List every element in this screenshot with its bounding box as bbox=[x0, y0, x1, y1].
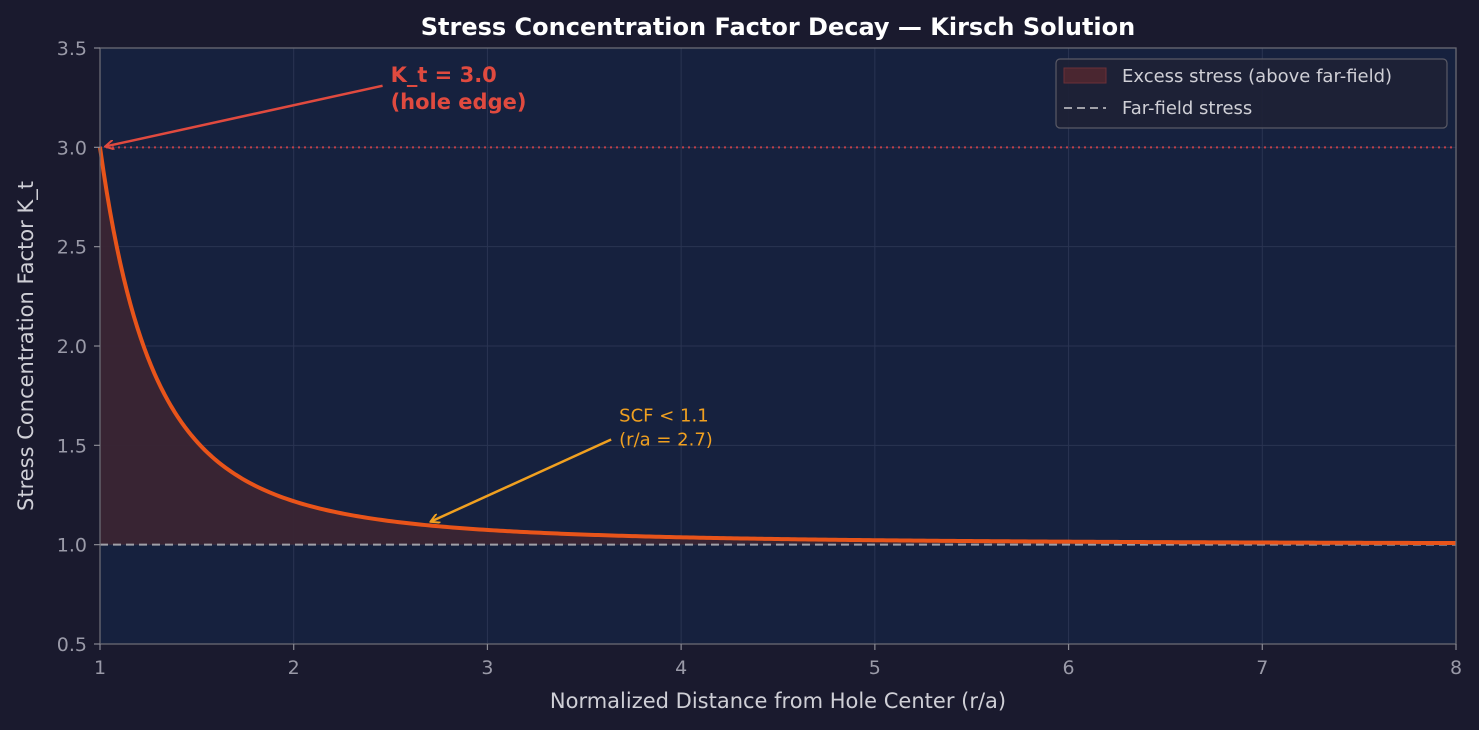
legend-label-far-field: Far-field stress bbox=[1122, 98, 1252, 119]
annotation-kt-text: (hole edge) bbox=[391, 90, 527, 114]
chart-title: Stress Concentration Factor Decay — Kirs… bbox=[421, 13, 1135, 41]
y-tick-label: 1.5 bbox=[57, 435, 87, 457]
legend-box bbox=[1055, 58, 1448, 129]
y-tick-label: 1.0 bbox=[57, 535, 87, 557]
annotations: K_t = 3.0 (hole edge) SCF < 1.1 (r/a = 2.7) bbox=[106, 63, 713, 522]
y-tick-label: 2.5 bbox=[57, 237, 87, 259]
x-tick-label: 7 bbox=[1256, 657, 1268, 679]
x-tick-label: 1 bbox=[94, 657, 106, 679]
y-tick-label: 0.5 bbox=[57, 634, 87, 656]
x-axis-title: Normalized Distance from Hole Center (r/… bbox=[550, 689, 1006, 713]
y-tick-label: 3.5 bbox=[57, 38, 87, 60]
x-tick-label: 5 bbox=[869, 657, 881, 679]
annotation-kt-arrow bbox=[106, 84, 383, 147]
x-tick-label: 4 bbox=[675, 657, 687, 679]
y-tick-label: 2.0 bbox=[57, 336, 87, 358]
axis-ticks: 1 2 3 4 5 6 7 8 0.5 1.0 1.5 2.0 2.5 3.0 3.5 bbox=[57, 38, 1462, 679]
legend: Excess stress (above far-field) Far-fiel… bbox=[1055, 58, 1448, 129]
x-tick-label: 3 bbox=[481, 657, 493, 679]
legend-swatch-excess-fill bbox=[1063, 67, 1107, 84]
annotation-kt-text: K_t = 3.0 bbox=[391, 63, 497, 87]
annotation-scf-arrow bbox=[431, 438, 612, 521]
annotation-scf-text: SCF < 1.1 bbox=[619, 405, 709, 426]
y-tick-label: 3.0 bbox=[57, 137, 87, 159]
x-tick-label: 2 bbox=[288, 657, 300, 679]
excess-stress-fill bbox=[100, 147, 1456, 545]
scf-curve-line bbox=[98, 147, 1457, 546]
x-tick-label: 8 bbox=[1450, 657, 1462, 679]
x-tick-label: 6 bbox=[1063, 657, 1075, 679]
annotation-scf-text: (r/a = 2.7) bbox=[619, 429, 713, 450]
legend-label-excess: Excess stress (above far-field) bbox=[1122, 66, 1392, 87]
y-axis-title: Stress Concentration Factor K_t bbox=[14, 181, 39, 511]
